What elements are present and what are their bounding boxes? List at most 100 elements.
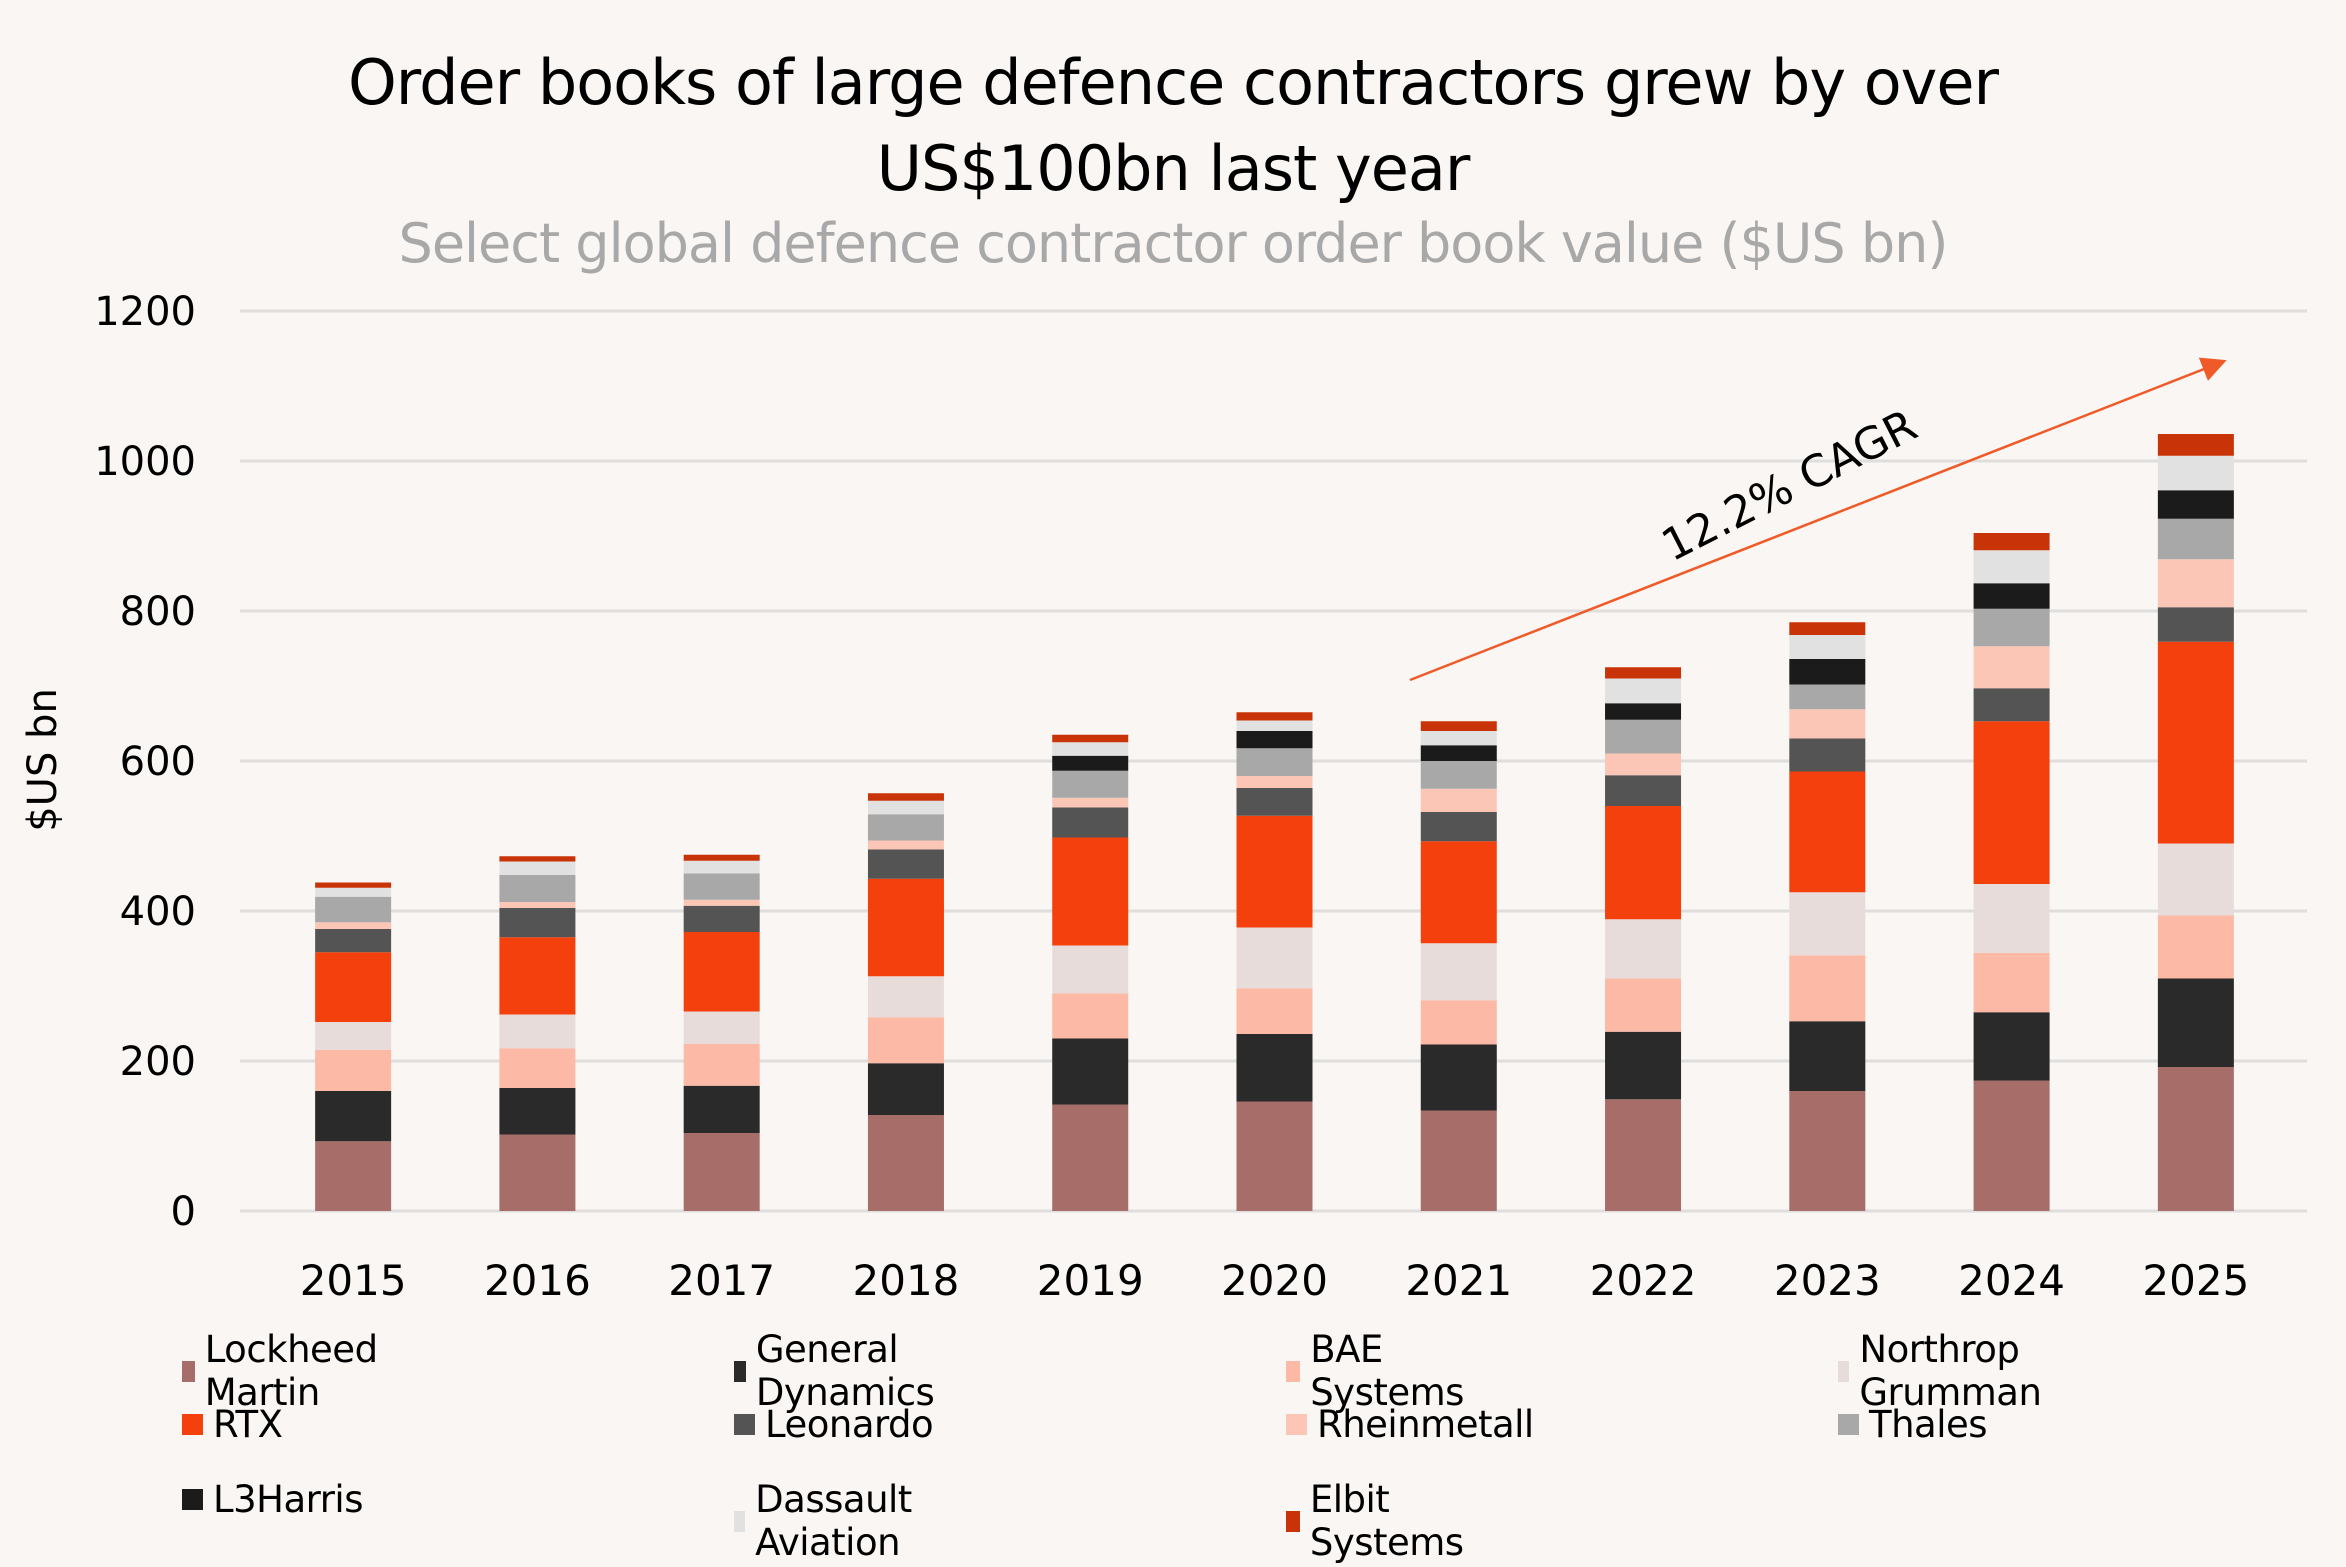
bar-segment-bae-systems-2019 <box>1052 993 1129 1039</box>
y-tick-label: 200 <box>120 1039 196 1085</box>
bar-segment-dassault-aviation-2015 <box>315 887 392 897</box>
bar-segment-general-dynamics-2019 <box>1052 1038 1129 1105</box>
bar-segment-leonardo-2024 <box>1973 688 2050 722</box>
bar-segment-elbit-systems-2016 <box>499 856 576 862</box>
bar-segment-rheinmetall-2024 <box>1973 646 2050 689</box>
bar-segment-thales-2018 <box>867 814 944 841</box>
legend-label: Leonardo <box>765 1403 934 1446</box>
bar-segment-bae-systems-2016 <box>499 1048 576 1088</box>
x-axis-ticks: 2015 2016 2017 2018 2019 2020 2021 2022 2023 2024… <box>300 1256 2250 1305</box>
x-tick-label: 2015 <box>300 1256 407 1305</box>
y-tick-label: 600 <box>120 739 196 785</box>
bar-segment-rtx-2017 <box>683 932 760 1012</box>
bar-segment-dassault-aviation-2017 <box>683 860 760 874</box>
bar-segment-leonardo-2023 <box>1789 738 1866 772</box>
bar-stack-2018 <box>867 793 944 1211</box>
bar-segment-northrop-grumman-2020 <box>1236 927 1313 989</box>
bar-segment-northrop-grumman-2024 <box>1973 884 2050 953</box>
legend-item: BAE Systems <box>1286 1328 1471 1414</box>
bar-segment-general-dynamics-2022 <box>1605 1031 1682 1100</box>
bar-segment-elbit-systems-2018 <box>867 793 944 801</box>
legend-item: Thales <box>1838 1403 1988 1446</box>
bar-segment-leonardo-2021 <box>1420 812 1497 842</box>
bars <box>315 434 2234 1211</box>
legend-label: Dassault Aviation <box>755 1478 912 1564</box>
bar-stack-2025 <box>2157 434 2234 1211</box>
bar-segment-rheinmetall-2019 <box>1052 797 1129 808</box>
bar-segment-l3harris-2024 <box>1973 583 2050 609</box>
bar-segment-rtx-2019 <box>1052 837 1129 946</box>
legend-label: Elbit Systems <box>1309 1478 1464 1564</box>
bar-segment-northrop-grumman-2016 <box>499 1014 576 1049</box>
bar-segment-thales-2022 <box>1605 719 1682 754</box>
bar-stack-2015 <box>315 882 392 1211</box>
legend-item: Dassault Aviation <box>734 1478 922 1564</box>
bar-segment-thales-2024 <box>1973 608 2050 647</box>
bar-segment-lockheed-martin-2021 <box>1420 1110 1497 1211</box>
bar-segment-rheinmetall-2015 <box>315 922 392 929</box>
bar-segment-lockheed-martin-2022 <box>1605 1099 1682 1211</box>
bar-segment-leonardo-2018 <box>867 849 944 879</box>
bar-segment-elbit-systems-2021 <box>1420 721 1497 731</box>
bar-segment-rheinmetall-2025 <box>2157 559 2234 608</box>
legend-label: RTX <box>213 1403 283 1446</box>
bar-segment-bae-systems-2018 <box>867 1017 944 1064</box>
bar-segment-thales-2023 <box>1789 684 1866 710</box>
bar-segment-elbit-systems-2023 <box>1789 622 1866 635</box>
bar-segment-northrop-grumman-2023 <box>1789 892 1866 956</box>
legend-swatch <box>1286 1414 1307 1435</box>
bar-segment-northrop-grumman-2019 <box>1052 945 1129 994</box>
cagr-label: 12.2% CAGR <box>1654 400 1925 572</box>
bar-segment-lockheed-martin-2017 <box>683 1133 760 1211</box>
bar-segment-rtx-2021 <box>1420 841 1497 944</box>
x-tick-label: 2025 <box>2142 1256 2249 1305</box>
bar-stack-2021 <box>1420 721 1497 1211</box>
bar-segment-l3harris-2019 <box>1052 755 1129 771</box>
bar-segment-dassault-aviation-2024 <box>1973 550 2050 584</box>
bar-segment-bae-systems-2017 <box>683 1043 760 1086</box>
bar-segment-elbit-systems-2019 <box>1052 734 1129 743</box>
bar-segment-leonardo-2016 <box>499 908 576 938</box>
bar-segment-thales-2017 <box>683 873 760 900</box>
legend-item: Elbit Systems <box>1286 1478 1471 1564</box>
bar-segment-dassault-aviation-2025 <box>2157 455 2234 491</box>
bar-segment-elbit-systems-2022 <box>1605 667 1682 679</box>
legend-swatch <box>734 1414 755 1435</box>
legend-label: Thales <box>1869 1403 1988 1446</box>
legend-swatch <box>1838 1360 1850 1382</box>
x-tick-label: 2016 <box>484 1256 591 1305</box>
legend-swatch <box>1838 1414 1859 1435</box>
bar-stack-2024 <box>1973 533 2050 1211</box>
bar-segment-bae-systems-2020 <box>1236 988 1313 1034</box>
bar-segment-lockheed-martin-2024 <box>1973 1080 2050 1211</box>
bar-segment-rtx-2025 <box>2157 641 2234 844</box>
bar-segment-thales-2025 <box>2157 518 2234 560</box>
bar-segment-l3harris-2022 <box>1605 703 1682 720</box>
x-tick-label: 2019 <box>1037 1256 1144 1305</box>
bar-segment-thales-2019 <box>1052 770 1129 798</box>
legend-swatch <box>182 1489 203 1510</box>
bar-segment-leonardo-2022 <box>1605 775 1682 806</box>
bar-segment-general-dynamics-2021 <box>1420 1044 1497 1111</box>
bar-segment-elbit-systems-2025 <box>2157 434 2234 456</box>
legend-item: General Dynamics <box>734 1328 943 1414</box>
bar-segment-northrop-grumman-2015 <box>315 1022 392 1050</box>
legend-label: BAE Systems <box>1310 1328 1464 1414</box>
bar-segment-elbit-systems-2015 <box>315 882 392 888</box>
bar-segment-lockheed-martin-2025 <box>2157 1067 2234 1211</box>
legend-item: Lockheed Martin <box>182 1328 386 1414</box>
bar-segment-thales-2015 <box>315 896 392 923</box>
legend-swatch <box>734 1360 746 1382</box>
bar-stack-2016 <box>499 856 576 1211</box>
legend-swatch <box>182 1360 195 1382</box>
bar-segment-leonardo-2015 <box>315 929 392 953</box>
bar-segment-dassault-aviation-2018 <box>867 800 944 815</box>
bar-stack-2019 <box>1052 734 1129 1211</box>
legend-item: RTX <box>182 1403 283 1446</box>
y-tick-label: 400 <box>120 889 196 935</box>
bar-segment-rtx-2016 <box>499 937 576 1015</box>
y-tick-label: 1000 <box>94 439 196 485</box>
bar-segment-rheinmetall-2022 <box>1605 753 1682 776</box>
bar-segment-lockheed-martin-2019 <box>1052 1104 1129 1211</box>
